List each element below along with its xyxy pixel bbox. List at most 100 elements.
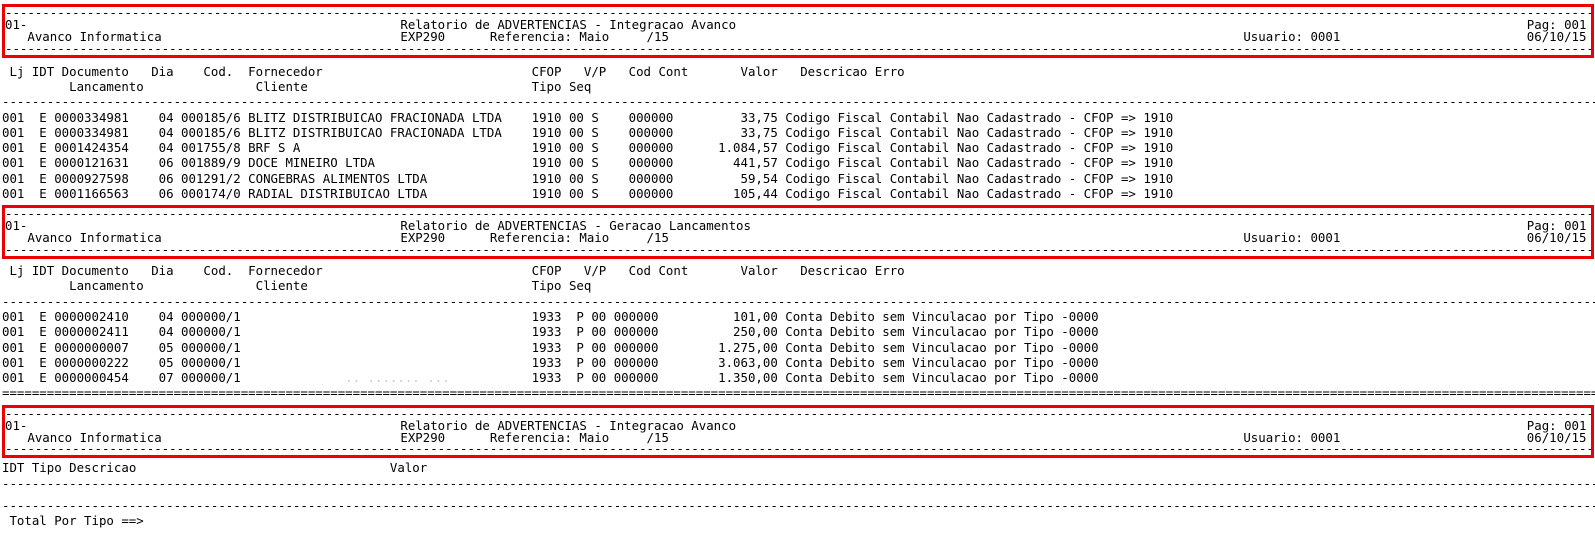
- cell-seq: 00: [568, 186, 584, 202]
- cell-dia: 04: [158, 140, 174, 156]
- company-name: Avanco Informatica: [27, 28, 162, 44]
- section-1-header-row-2: Avanco Informatica EXP290 Referencia: Ma…: [5, 28, 1591, 44]
- cell-tipo: Tipo: [531, 78, 562, 94]
- dashed-ruler: ----------------------------------------…: [5, 42, 1591, 55]
- cell-tipo: Tipo: [531, 278, 562, 294]
- cell-lj: 001: [2, 186, 25, 202]
- cell-documento: Documento: [61, 63, 129, 79]
- cell-lj: 001: [2, 308, 25, 324]
- cell-seq: 00: [591, 370, 607, 386]
- cell-valor: 250,00: [733, 324, 778, 340]
- cell-documento: 0000000222: [54, 354, 129, 370]
- cell-cfop: 1910: [531, 124, 562, 140]
- cell-cfop: 1933: [531, 354, 562, 370]
- cell-vp: S: [591, 140, 599, 156]
- cell-vp: S: [591, 170, 599, 186]
- section-2-header-box: ----------------------------------------…: [2, 205, 1594, 259]
- cell-seq: 00: [568, 170, 584, 186]
- cell-dia: 04: [158, 308, 174, 324]
- cell-documento: 0000002411: [54, 324, 129, 340]
- cell-dia: 04: [158, 124, 174, 140]
- cell-valor: 101,00: [733, 308, 778, 324]
- cell-lj: 001: [2, 324, 25, 340]
- report-date: 06/10/15: [1526, 429, 1587, 445]
- cell-idt: E: [39, 109, 47, 125]
- column-header-row: Lancamento Cliente Tipo Seq: [2, 79, 1595, 94]
- cell-documento: 0000334981: [54, 124, 129, 140]
- table-row: 001 E 0000334981 04 000185/6 BLITZ DISTRIBUIC…: [2, 125, 1595, 140]
- column-header-row: Lj IDT Documento Dia Cod. Fornecedor CFOP V/P Co…: [2, 263, 1595, 278]
- page-number: Pag: 001: [1526, 417, 1587, 433]
- cell-cfop: 1910: [531, 155, 562, 171]
- cell-vp: P: [576, 370, 584, 386]
- cell-idt: E: [39, 324, 47, 340]
- table-row: 001 E 0000000454 07 000000/1 .. ....... ... 19…: [2, 370, 1595, 385]
- reference-label: Referencia: Maio: [489, 429, 610, 445]
- dashed-ruler: ----------------------------------------…: [2, 497, 1595, 513]
- cell-documento: Documento: [61, 262, 129, 278]
- cell-cod-cont: 000000: [628, 140, 674, 156]
- cell-documento: 0001424354: [54, 140, 129, 156]
- cell-valor: 105,44: [733, 186, 778, 202]
- report-date: 06/10/15: [1526, 230, 1587, 246]
- cell-valor: 1.084,57: [718, 140, 778, 156]
- cell-codigo: 000000/1: [181, 324, 241, 340]
- table-row: 001 E 0000002410 04 000000/1 1933 P 00 000000 101…: [2, 309, 1595, 324]
- cell-idt: IDT: [31, 63, 55, 79]
- cell-cfop: CFOP: [531, 63, 562, 79]
- cell-dia: Dia: [151, 262, 174, 278]
- table-1-column-header-row-2: Lancamento Cliente Tipo Seq: [2, 79, 1595, 94]
- section-3-header-box: ----------------------------------------…: [2, 404, 1594, 459]
- report-user: Usuario: 0001: [1243, 28, 1341, 44]
- cell-dia: 05: [158, 339, 174, 355]
- section-2-header-row-2: Avanco Informatica EXP290 Referencia: Ma…: [5, 232, 1591, 244]
- cell-dia: 06: [158, 170, 174, 186]
- page-number: Pag: 001: [1526, 218, 1587, 234]
- cell-lj: 001: [2, 370, 25, 386]
- section-1-header-box: ----------------------------------------…: [2, 4, 1594, 58]
- cell-codigo: Cod.: [203, 63, 234, 79]
- cell-cod-cont: 000000: [613, 339, 659, 355]
- cell-dia: 04: [158, 324, 174, 340]
- cell-vp: S: [591, 124, 599, 140]
- cell-cod-cont: Cod Cont: [628, 63, 689, 79]
- table-2-column-header-row-1: Lj IDT Documento Dia Cod. Fornecedor CFOP V/P Co…: [2, 263, 1595, 278]
- cell-codigo: 000000/1: [181, 370, 241, 386]
- cell-lj: 001: [2, 109, 25, 125]
- summary-header-valor: Valor: [389, 460, 428, 476]
- cell-vp: S: [591, 109, 599, 125]
- cell-idt: E: [39, 186, 47, 202]
- cell-seq: Seq: [568, 278, 592, 294]
- reference-period: /15: [646, 28, 669, 44]
- cell-lj: 001: [2, 170, 25, 186]
- cell-seq: 00: [591, 354, 607, 370]
- cell-documento: 0000002410: [54, 308, 129, 324]
- table-row: 001 E 0000000007 05 000000/1 1933 P 00 000000 1.2…: [2, 340, 1595, 355]
- cell-lancamento: Lancamento: [69, 78, 144, 94]
- cell-seq: 00: [591, 339, 607, 355]
- cell-erro: Codigo Fiscal Contabil Nao Cadastrado - …: [785, 155, 1174, 171]
- total-por-tipo-label: Total Por Tipo ==>: [9, 513, 144, 529]
- reference-label: Referencia: Maio: [489, 28, 610, 44]
- cell-seq: 00: [591, 308, 607, 324]
- dashed-ruler: ----------------------------------------…: [5, 407, 1591, 420]
- cell-cod-cont: Cod Cont: [628, 262, 689, 278]
- dashed-ruler: ----------------------------------------…: [5, 208, 1591, 221]
- cell-codigo: 001755/8: [181, 140, 241, 156]
- summary-total-row: Total Por Tipo ==>: [2, 513, 1595, 528]
- cell-idt: E: [39, 308, 47, 324]
- report-title: Relatorio de ADVERTENCIAS - Geracao Lanc…: [400, 218, 751, 234]
- cell-cod-cont: 000000: [613, 324, 659, 340]
- report-title: Relatorio de ADVERTENCIAS - Integracao A…: [400, 417, 737, 433]
- cell-documento: 0001166563: [54, 186, 129, 202]
- cell-nome: DOCE MINEIRO LTDA: [248, 155, 375, 171]
- section-2-header-row-1: 01- Relatorio de ADVERTENCIAS - Geracao …: [5, 220, 1591, 232]
- cell-vp: V/P: [583, 63, 607, 79]
- cell-valor: 33,75: [740, 109, 778, 125]
- cell-seq: 00: [568, 155, 584, 171]
- cell-vp: P: [576, 308, 584, 324]
- cell-cod-cont: 000000: [628, 124, 674, 140]
- cell-documento: 0000927598: [54, 170, 129, 186]
- cell-cod-cont: 000000: [628, 170, 674, 186]
- cell-lj: 001: [2, 140, 25, 156]
